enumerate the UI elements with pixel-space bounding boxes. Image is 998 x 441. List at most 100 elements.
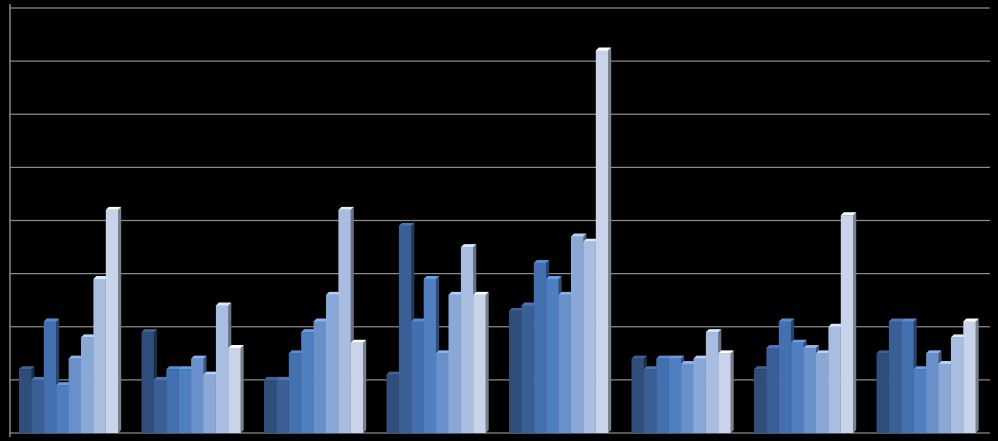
bar xyxy=(436,353,449,433)
bar-top xyxy=(68,355,84,359)
bar xyxy=(338,209,351,433)
bar xyxy=(141,332,154,433)
bar-side xyxy=(608,47,612,433)
bar-top xyxy=(398,222,415,226)
bar xyxy=(693,358,706,433)
bar xyxy=(901,321,914,433)
bar-top xyxy=(643,366,660,370)
bar-top xyxy=(595,47,612,51)
bar xyxy=(56,385,69,433)
bar-top xyxy=(301,329,317,333)
bar xyxy=(558,294,571,433)
bar-top xyxy=(153,376,170,380)
bar-top xyxy=(656,355,672,359)
bar-top xyxy=(766,345,782,348)
bar-top xyxy=(791,339,807,343)
bar xyxy=(840,215,854,433)
bar xyxy=(643,369,657,433)
bar xyxy=(718,353,731,433)
bar xyxy=(350,342,364,433)
bar-top xyxy=(876,350,892,354)
bar-top xyxy=(473,291,489,295)
bar xyxy=(828,326,841,433)
bar xyxy=(31,379,44,433)
bar-top xyxy=(436,350,452,354)
bar-side xyxy=(240,345,244,433)
bar xyxy=(533,263,547,433)
bar-top xyxy=(668,355,685,359)
bar xyxy=(191,358,204,433)
bar-top xyxy=(141,329,157,333)
bar xyxy=(166,369,179,433)
bar xyxy=(228,348,241,433)
bar-top xyxy=(313,318,329,322)
bar-top xyxy=(288,350,305,354)
bar-top xyxy=(521,302,537,306)
bar xyxy=(583,241,596,433)
bar xyxy=(876,353,889,433)
bar-side xyxy=(485,291,489,433)
bar-top xyxy=(828,323,844,327)
bar xyxy=(656,358,669,433)
bar-side xyxy=(853,212,857,433)
bar-top xyxy=(178,366,195,370)
bar xyxy=(264,379,277,433)
bar-top xyxy=(276,376,292,380)
bar-top xyxy=(215,302,232,306)
bar xyxy=(926,353,939,433)
bar xyxy=(766,348,779,433)
bar xyxy=(448,294,461,433)
bar-top xyxy=(926,350,942,354)
bar-side xyxy=(118,206,122,433)
bar xyxy=(43,321,57,433)
bar xyxy=(153,379,167,433)
bar-top xyxy=(56,382,72,386)
bar-top xyxy=(558,291,574,295)
bar-top xyxy=(228,345,244,348)
bar-top xyxy=(448,291,464,295)
bar-top xyxy=(338,206,354,210)
bar-top xyxy=(938,360,954,364)
bar-top xyxy=(705,329,722,333)
bar-top xyxy=(571,233,587,237)
bar-top xyxy=(411,318,427,322)
bar xyxy=(215,305,229,433)
bar-top xyxy=(913,366,930,370)
bar-top xyxy=(583,238,599,242)
bar-top xyxy=(631,355,647,359)
bar xyxy=(398,225,412,433)
bar-top xyxy=(423,275,440,279)
bar-top xyxy=(19,366,35,370)
bar-top xyxy=(840,212,857,216)
bar xyxy=(68,358,81,433)
bar-top xyxy=(509,307,525,311)
bar xyxy=(521,305,534,433)
bar xyxy=(93,278,106,433)
bar-top xyxy=(326,291,342,295)
bar xyxy=(791,342,804,433)
bar xyxy=(963,321,976,433)
bar xyxy=(326,294,339,433)
bar xyxy=(81,337,94,433)
bar-top xyxy=(191,355,207,359)
bar-side xyxy=(730,350,734,433)
bar xyxy=(571,236,584,433)
bar-top xyxy=(203,371,219,375)
bar-top xyxy=(718,350,734,354)
bar xyxy=(950,337,964,433)
bar xyxy=(888,321,902,433)
bar-top xyxy=(533,260,550,263)
bar-top xyxy=(888,318,905,322)
bar xyxy=(473,294,486,433)
bar-top xyxy=(31,376,47,380)
bar-side xyxy=(975,318,979,433)
bar xyxy=(105,209,119,433)
bar xyxy=(509,310,522,433)
bar-top xyxy=(778,318,795,322)
bar-top xyxy=(43,318,60,322)
bar xyxy=(276,379,289,433)
bar xyxy=(386,374,399,433)
bar-top xyxy=(166,366,182,370)
bar xyxy=(460,247,474,433)
